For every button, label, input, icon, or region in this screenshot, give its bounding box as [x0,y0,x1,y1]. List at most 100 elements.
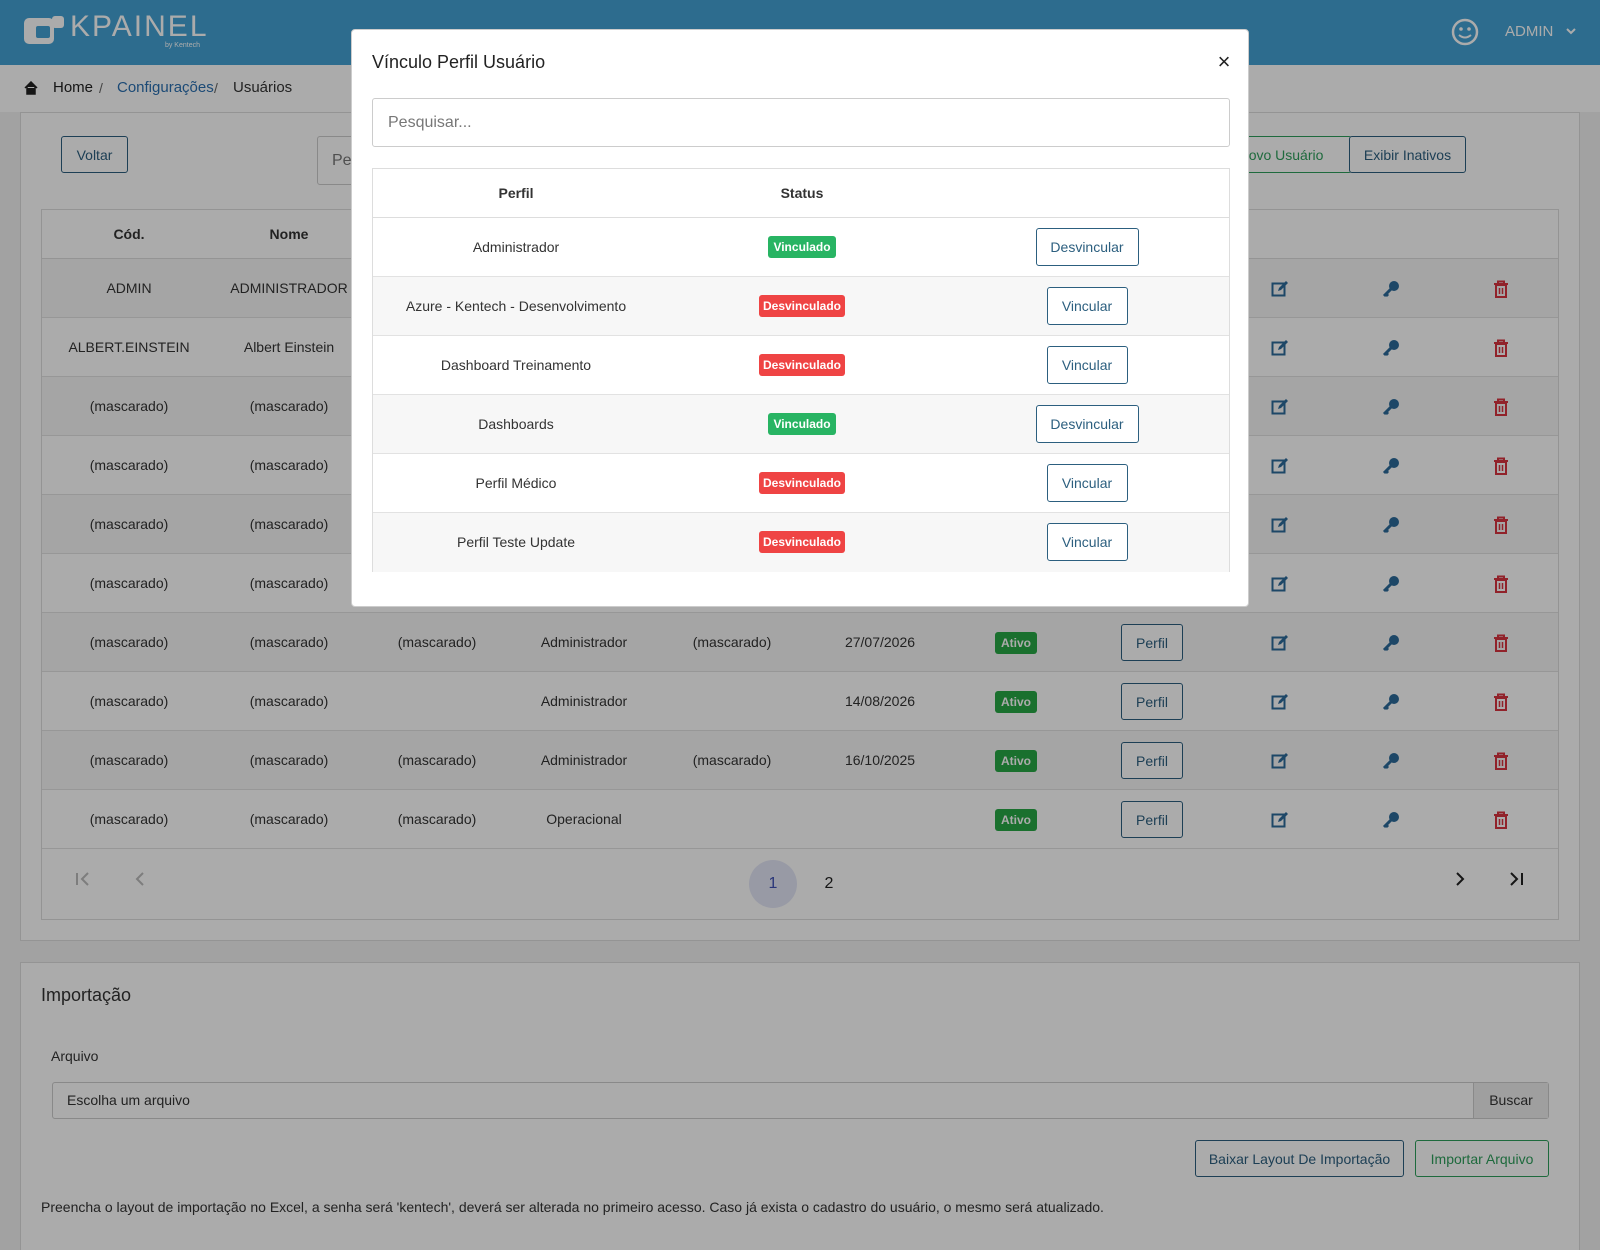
link-button[interactable]: Vincular [1046,523,1128,561]
breadcrumb-item[interactable]: Configurações [117,79,214,96]
breadcrumb-item: Usuários [233,79,293,96]
table-cell: (mascarado) [249,693,329,709]
status-badge: Desvinculado [759,295,845,317]
profile-table-header: Perfil Status [373,169,1229,218]
modal-dialog: Vínculo Perfil Usuário × Pesquisar... Perfi… [351,29,1249,607]
file-label: Arquivo [51,1048,99,1064]
profile-button[interactable]: Perfil [1121,683,1183,720]
edit-icon[interactable] [1271,811,1289,829]
delete-icon[interactable] [1493,634,1509,652]
edit-icon[interactable] [1271,752,1289,770]
password-icon[interactable] [1382,811,1400,829]
password-icon[interactable] [1382,339,1400,357]
edit-icon[interactable] [1271,280,1289,298]
modal-search[interactable]: Pesquisar... [372,98,1230,147]
status-badge: Desvinculado [759,531,845,553]
status-badge: Ativo [995,632,1037,654]
page-number[interactable]: 2 [824,875,834,892]
table-cell: (mascarado) [89,398,169,414]
table-cell: (mascarado) [249,752,329,768]
file-input[interactable]: Escolha um arquivo Buscar [52,1082,1549,1119]
breadcrumb-separator: / [99,80,103,96]
edit-icon[interactable] [1271,339,1289,357]
back-button[interactable]: Voltar [61,136,128,173]
delete-icon[interactable] [1493,457,1509,475]
table-cell: 14/08/2026 [844,693,916,709]
user-avatar[interactable] [1450,17,1480,47]
table-cell: (mascarado) [89,575,169,591]
delete-icon[interactable] [1493,280,1509,298]
show-inactive-button[interactable]: Exibir Inativos [1349,136,1466,173]
password-icon[interactable] [1382,693,1400,711]
table-cell: (mascarado) [89,457,169,473]
column-header: Perfil [498,185,534,201]
delete-icon[interactable] [1493,516,1509,534]
password-icon[interactable] [1382,634,1400,652]
profile-button[interactable]: Perfil [1121,624,1183,661]
edit-icon[interactable] [1271,457,1289,475]
edit-icon[interactable] [1271,693,1289,711]
password-icon[interactable] [1382,752,1400,770]
profile-row: Perfil Médico Desvinculado Vincular [373,454,1229,513]
link-button[interactable]: Vincular [1046,346,1128,384]
delete-icon[interactable] [1493,752,1509,770]
prev-page[interactable] [132,871,148,887]
delete-icon[interactable] [1493,811,1509,829]
profile-button[interactable]: Perfil [1121,742,1183,779]
status-badge: Vinculado [768,236,836,258]
table-cell: Administrador [540,634,628,650]
password-icon[interactable] [1382,457,1400,475]
logo-tagline: by Kentech [164,42,200,49]
browse-button[interactable]: Buscar [1473,1083,1548,1118]
first-page[interactable] [75,871,91,887]
edit-icon[interactable] [1271,398,1289,416]
profile-row: Dashboard Treinamento Desvinculado Vincula… [373,336,1229,395]
password-icon[interactable] [1382,398,1400,416]
profile-name: Dashboards [478,416,554,432]
user-menu[interactable]: ADMIN [1505,23,1554,40]
password-icon[interactable] [1382,575,1400,593]
delete-icon[interactable] [1493,398,1509,416]
delete-icon[interactable] [1493,575,1509,593]
edit-icon[interactable] [1271,634,1289,652]
next-page[interactable] [1452,871,1468,887]
last-page[interactable] [1508,871,1524,887]
link-button[interactable]: Vincular [1046,287,1128,325]
table-cell: 27/07/2026 [844,634,916,650]
import-note: Preencha o layout de importação no Excel… [41,1199,1104,1215]
edit-icon[interactable] [1271,516,1289,534]
import-file-button[interactable]: Importar Arquivo [1415,1140,1549,1177]
table-cell: (mascarado) [89,752,169,768]
page-number[interactable]: 1 [749,860,797,908]
status-badge: Vinculado [768,413,836,435]
profile-button[interactable]: Perfil [1121,801,1183,838]
status-badge: Ativo [995,750,1037,772]
table-row: (mascarado) (mascarado) (mascarado) Adminis… [42,731,1558,790]
link-button[interactable]: Vincular [1046,464,1128,502]
table-row: (mascarado) (mascarado) (mascarado) Operaci… [42,790,1558,849]
breadcrumb-item[interactable]: Home [53,79,94,96]
table-cell: (mascarado) [249,811,329,827]
table-cell: (mascarado) [89,516,169,532]
edit-icon[interactable] [1271,575,1289,593]
table-cell: (mascarado) [249,575,329,591]
table-cell: (mascarado) [89,811,169,827]
delete-icon[interactable] [1493,693,1509,711]
modal-close[interactable]: × [1217,49,1231,74]
download-layout-button[interactable]: Baixar Layout De Importação [1195,1140,1404,1177]
link-button[interactable]: Desvincular [1035,405,1139,443]
user-menu-caret[interactable] [1565,26,1577,36]
link-button[interactable]: Desvincular [1035,228,1139,266]
delete-icon[interactable] [1493,339,1509,357]
logo-icon [24,16,64,44]
table-row: (mascarado) (mascarado) Administrador 14/08… [42,672,1558,731]
file-placeholder: Escolha um arquivo [67,1092,190,1108]
table-cell: ADMINISTRADOR [230,280,348,296]
password-icon[interactable] [1382,516,1400,534]
table-cell: ADMIN [106,280,152,296]
status-badge: Desvinculado [759,472,845,494]
password-icon[interactable] [1382,280,1400,298]
